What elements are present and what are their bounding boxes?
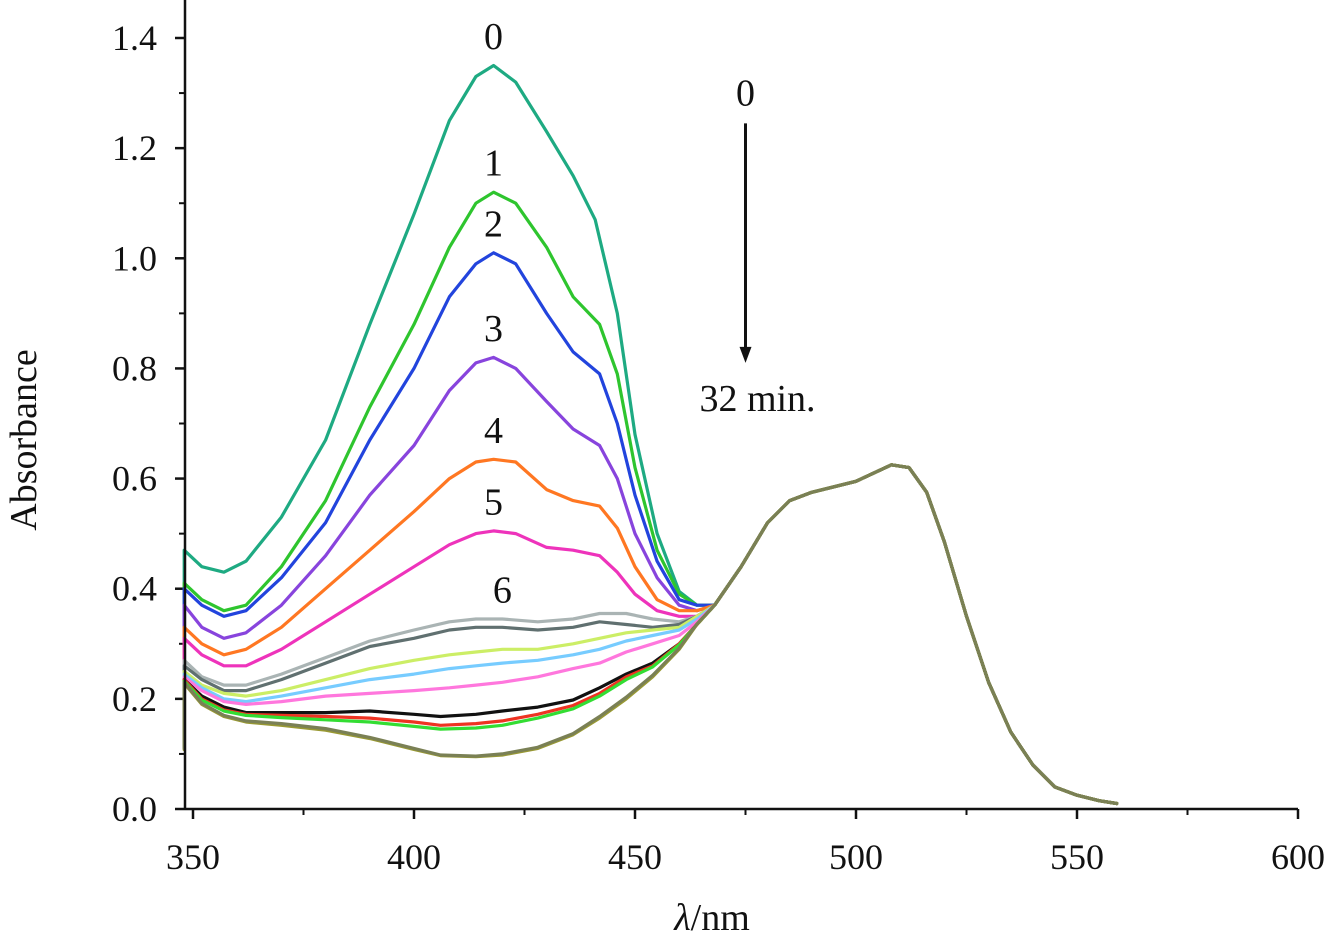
x-axis-title-unit: /nm — [691, 897, 750, 934]
x-axis-title-symbol: λ — [673, 897, 690, 934]
x-tick-label: 550 — [1050, 837, 1104, 877]
curve-label: 1 — [484, 143, 503, 185]
x-tick-label: 500 — [829, 837, 883, 877]
series-line-6 — [182, 463, 1119, 806]
curve-labels: 0 1 2 3 4 5 6 — [484, 16, 512, 611]
curve-label: 0 — [484, 16, 503, 58]
time-arrow: 0 32 min. — [699, 72, 815, 420]
y-tick-label: 0.4 — [112, 569, 157, 609]
x-tick-label: 600 — [1271, 837, 1325, 877]
series-line-15 — [182, 463, 1119, 806]
y-tick-label: 0.2 — [112, 679, 157, 719]
y-tick-label: 1.4 — [112, 18, 157, 58]
x-tick-label: 450 — [608, 837, 662, 877]
series-line-7 — [182, 463, 1119, 806]
arrow-head — [739, 346, 752, 363]
x-axis-title: λ/nm — [673, 897, 750, 934]
series-line-0 — [182, 63, 1119, 806]
arrow-end-label: 32 min. — [699, 378, 815, 420]
series-lines — [182, 63, 1119, 806]
curve-label: 3 — [484, 308, 503, 350]
tick-marks — [175, 36, 1300, 819]
y-axis-title: Absorbance — [3, 349, 45, 530]
series-line-8 — [182, 463, 1119, 806]
arrow-start-label: 0 — [736, 72, 755, 114]
axes — [183, 0, 1298, 811]
curve-label: 2 — [484, 203, 503, 245]
x-tick-label: 350 — [166, 837, 220, 877]
series-line-12 — [182, 463, 1119, 806]
y-tick-label: 0.8 — [112, 348, 157, 388]
y-tick-label: 1.0 — [112, 238, 157, 278]
series-line-5 — [182, 463, 1119, 806]
curve-label: 6 — [493, 569, 512, 611]
x-tick-label: 400 — [387, 837, 441, 877]
y-tick-label: 0.0 — [112, 789, 157, 829]
y-tick-label: 0.6 — [112, 459, 157, 499]
series-line-11 — [182, 463, 1119, 806]
series-line-13 — [182, 463, 1119, 806]
curve-label: 5 — [484, 481, 503, 523]
series-line-10 — [182, 463, 1119, 806]
series-line-3 — [182, 355, 1119, 806]
series-line-14 — [182, 463, 1119, 806]
series-line-9 — [182, 463, 1119, 806]
y-tick-label: 1.2 — [112, 128, 157, 168]
curve-label: 4 — [484, 410, 503, 452]
